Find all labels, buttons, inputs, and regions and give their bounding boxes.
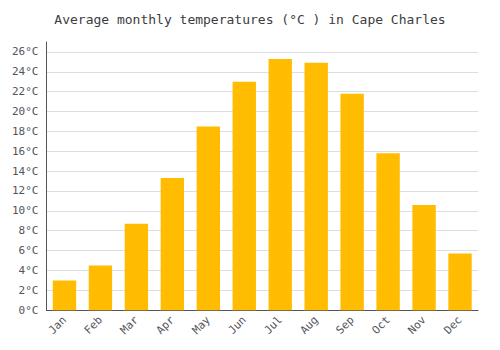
svg-text:Jan: Jan xyxy=(46,314,69,337)
svg-text:Feb: Feb xyxy=(82,314,105,337)
svg-text:Nov: Nov xyxy=(405,313,428,336)
svg-text:8°C: 8°C xyxy=(19,224,39,237)
svg-text:Mar: Mar xyxy=(118,313,141,336)
svg-text:14°C: 14°C xyxy=(12,165,39,178)
svg-text:10°C: 10°C xyxy=(12,204,39,217)
svg-text:Jun: Jun xyxy=(226,314,249,337)
svg-text:Aug: Aug xyxy=(298,314,321,337)
svg-text:6°C: 6°C xyxy=(19,244,39,257)
svg-text:4°C: 4°C xyxy=(19,264,39,277)
svg-text:26°C: 26°C xyxy=(12,45,39,58)
svg-text:Average monthly temperatures (: Average monthly temperatures (°C ) in Ca… xyxy=(54,12,445,27)
svg-text:12°C: 12°C xyxy=(12,184,39,197)
svg-text:Dec: Dec xyxy=(441,314,464,337)
svg-text:Jul: Jul xyxy=(262,314,285,337)
svg-text:20°C: 20°C xyxy=(12,105,39,118)
svg-text:24°C: 24°C xyxy=(12,65,39,78)
svg-text:2°C: 2°C xyxy=(19,284,39,297)
svg-text:16°C: 16°C xyxy=(12,145,39,158)
svg-text:May: May xyxy=(190,313,213,336)
svg-text:Oct: Oct xyxy=(369,314,392,337)
svg-text:22°C: 22°C xyxy=(12,85,39,98)
svg-text:Sep: Sep xyxy=(334,314,357,337)
svg-text:0°C: 0°C xyxy=(19,304,39,317)
svg-text:Apr: Apr xyxy=(154,313,177,336)
svg-text:18°C: 18°C xyxy=(12,125,39,138)
